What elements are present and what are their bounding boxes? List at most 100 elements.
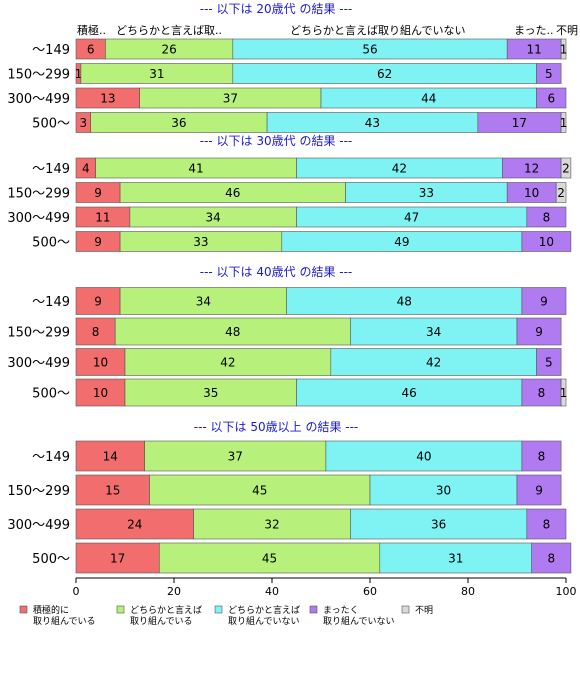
group-title-0: --- 以下は 20歳代 の結果 --- (200, 2, 353, 16)
data-label: 42 (426, 356, 441, 370)
data-label: 12 (524, 162, 539, 176)
bar-segment (75, 508, 194, 540)
data-label: 37 (223, 92, 238, 106)
data-label: 8 (92, 325, 100, 339)
data-label: 26 (161, 43, 176, 57)
data-label: 5 (545, 67, 553, 81)
category-label: 150～299 (7, 68, 70, 83)
data-label: 9 (94, 235, 102, 249)
x-tick-label: 80 (461, 585, 475, 598)
x-tick-label: 40 (265, 585, 279, 598)
bar-segment (75, 348, 126, 376)
data-label: 15 (105, 484, 120, 498)
data-label: 46 (225, 186, 240, 200)
bar-segment (193, 508, 351, 540)
bar-segment (560, 157, 572, 179)
category-label: 150～299 (7, 326, 70, 341)
legend-swatch (116, 605, 125, 614)
data-label: 49 (394, 235, 409, 249)
x-tick-label: 60 (363, 585, 377, 598)
header-label-4: 不明 (556, 24, 578, 37)
bar-segment (555, 182, 567, 203)
legend-label: どちらかと言えば取り組んでいる (130, 604, 202, 627)
data-label: 47 (404, 211, 419, 225)
x-tick-label: 0 (73, 585, 80, 598)
bar-segment (75, 542, 160, 574)
data-label: 46 (402, 386, 417, 400)
bar-segment (531, 542, 572, 574)
category-label: ～149 (32, 295, 70, 310)
category-label: ～149 (32, 43, 70, 58)
legend-label: どちらかと言えば取り組んでいない (228, 604, 300, 627)
bar-segment (75, 440, 145, 472)
data-label: 17 (512, 116, 527, 130)
data-label: 34 (206, 211, 221, 225)
data-label: 13 (100, 92, 115, 106)
data-label: 10 (539, 235, 554, 249)
bar-segment (521, 378, 562, 407)
data-label: 36 (171, 116, 186, 130)
category-label: 300～499 (7, 92, 70, 107)
data-label: 56 (362, 43, 377, 57)
data-label: 5 (545, 356, 553, 370)
data-label: 6 (87, 43, 95, 57)
data-label: 37 (228, 450, 243, 464)
group-title-3: --- 以下は 50歳以上 の結果 --- (194, 420, 359, 434)
bar-segment (379, 542, 532, 574)
data-label: 33 (419, 186, 434, 200)
category-label: 500～ (32, 387, 70, 402)
data-label: 9 (535, 484, 543, 498)
data-label: 40 (416, 450, 431, 464)
bar-segment (75, 378, 126, 407)
data-label: 2 (562, 162, 570, 176)
data-label: 8 (538, 386, 546, 400)
data-label: 30 (436, 484, 451, 498)
data-label: 9 (535, 325, 543, 339)
data-label: 34 (196, 295, 211, 309)
category-label: ～149 (32, 162, 70, 177)
data-label: 1 (75, 67, 83, 81)
data-label: 17 (110, 552, 125, 566)
bar-segment (560, 378, 567, 407)
data-label: 2 (557, 186, 565, 200)
data-label: 45 (262, 552, 277, 566)
data-label: 35 (203, 386, 218, 400)
data-label: 42 (220, 356, 235, 370)
bar-segment (350, 508, 528, 540)
category-label: 500～ (32, 552, 70, 567)
data-label: 10 (93, 356, 108, 370)
data-label: 8 (547, 552, 555, 566)
category-label: 500～ (32, 236, 70, 251)
legend-swatch (214, 605, 223, 614)
legend-swatch (309, 605, 318, 614)
data-label: 1 (560, 43, 568, 57)
x-tick-label: 20 (167, 585, 181, 598)
bar-segment (296, 378, 523, 407)
category-label: ～149 (32, 450, 70, 465)
bar-segment (536, 87, 567, 109)
data-label: 1 (560, 116, 568, 130)
bar-segment (516, 474, 562, 506)
data-label: 9 (94, 295, 102, 309)
bar-segment (350, 317, 518, 346)
data-label: 10 (93, 386, 108, 400)
bar-segment (536, 63, 562, 84)
data-label: 11 (95, 211, 110, 225)
bar-segment (521, 231, 572, 252)
data-label: 48 (397, 295, 412, 309)
category-label: 300～499 (7, 211, 70, 226)
data-label: 24 (127, 518, 142, 532)
header-label-2: どちらかと言えば取り組んでいない (290, 24, 465, 37)
data-label: 1 (560, 386, 568, 400)
data-label: 42 (392, 162, 407, 176)
bar-segment (560, 112, 567, 133)
bar-segment (124, 348, 332, 376)
bar-segment (75, 287, 121, 315)
data-label: 32 (264, 518, 279, 532)
category-label: 150～299 (7, 187, 70, 202)
category-label: 500～ (32, 117, 70, 132)
data-label: 10 (524, 186, 539, 200)
data-label: 31 (149, 67, 164, 81)
bar-segment (536, 348, 562, 376)
data-label: 41 (188, 162, 203, 176)
